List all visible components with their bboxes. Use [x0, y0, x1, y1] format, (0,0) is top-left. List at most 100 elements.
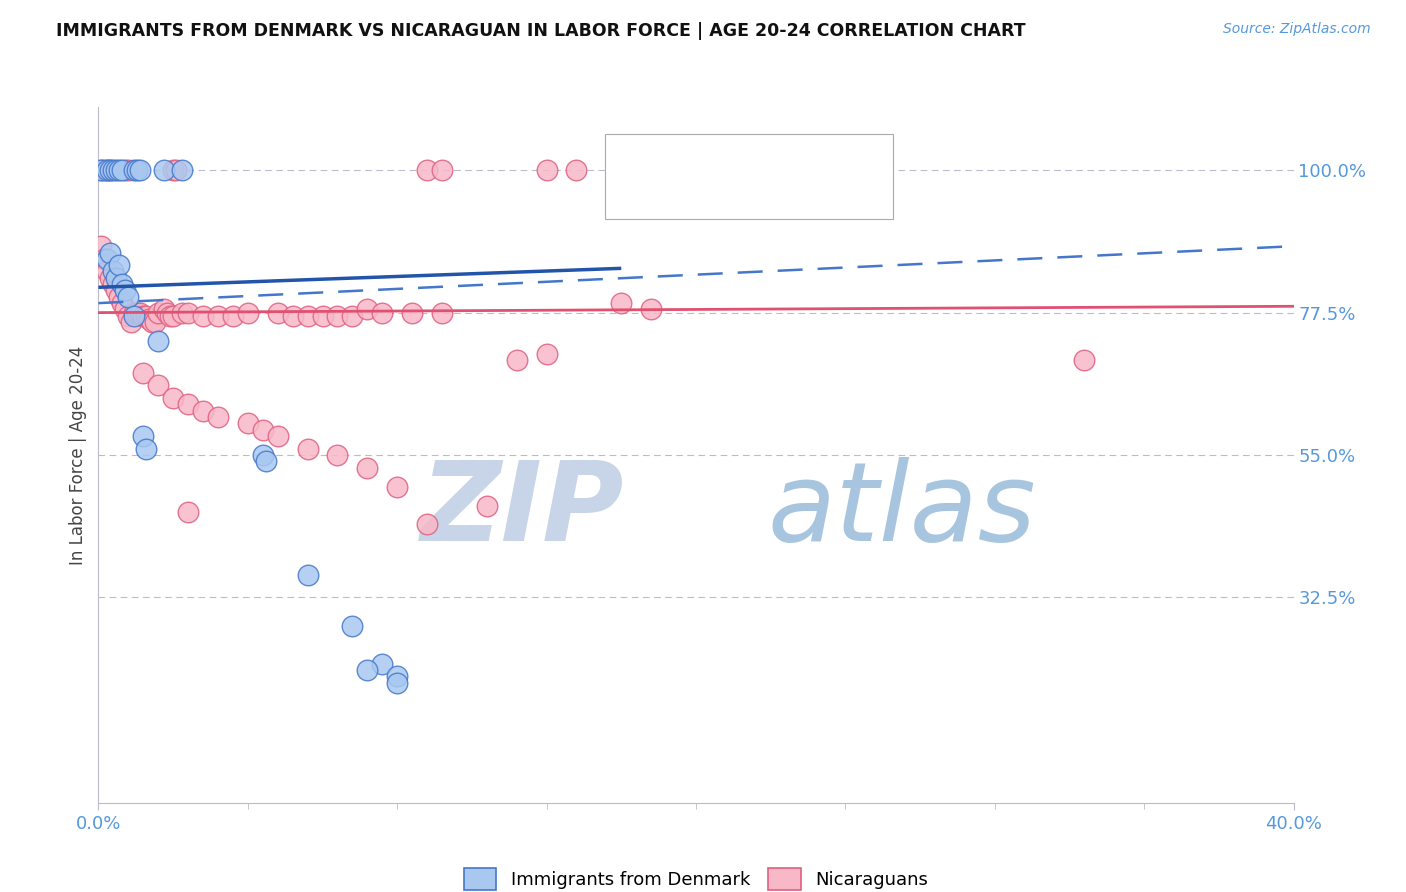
Point [565, 163, 588, 178]
Point [93, 163, 115, 178]
Point [191, 403, 214, 417]
Point [252, 448, 274, 462]
Point [117, 290, 139, 304]
Point [385, 669, 409, 683]
Text: atlas: atlas [768, 457, 1036, 564]
Point [111, 163, 134, 178]
Point [371, 305, 394, 319]
Point [162, 391, 184, 405]
Point [114, 302, 136, 317]
Point [610, 296, 633, 310]
Point [148, 334, 170, 348]
Point [111, 277, 134, 292]
Point [311, 309, 333, 323]
Point [159, 309, 181, 323]
Point [148, 305, 170, 319]
Point [153, 163, 176, 178]
Point [105, 270, 128, 285]
Point [356, 460, 378, 475]
Point [103, 163, 125, 178]
Point [1073, 353, 1095, 368]
Text: N = 32: N = 32 [759, 143, 827, 161]
Point [124, 309, 146, 323]
Point [100, 245, 122, 260]
Point [297, 568, 319, 582]
Point [105, 284, 128, 298]
Point [222, 309, 245, 323]
Point [129, 305, 152, 319]
Point [108, 258, 131, 272]
Point [385, 479, 409, 493]
Point [236, 417, 259, 431]
Point [536, 347, 558, 361]
Point [96, 252, 118, 266]
Point [117, 163, 139, 178]
Point [153, 302, 176, 317]
Point [177, 505, 200, 519]
Point [117, 309, 139, 323]
Point [135, 442, 157, 456]
Point [536, 163, 558, 178]
Point [172, 163, 194, 178]
Point [90, 239, 112, 253]
Point [90, 163, 112, 178]
Point [162, 163, 184, 178]
Point [401, 305, 423, 319]
Point [103, 264, 125, 278]
Point [114, 284, 136, 298]
Point [385, 675, 409, 690]
Y-axis label: In Labor Force | Age 20-24: In Labor Force | Age 20-24 [69, 345, 87, 565]
Point [114, 163, 136, 178]
Point [267, 429, 290, 443]
Point [191, 309, 214, 323]
Point [127, 163, 149, 178]
Point [475, 499, 498, 513]
Point [506, 353, 529, 368]
Point [416, 517, 439, 532]
Point [252, 423, 274, 437]
Point [93, 252, 115, 266]
Text: R = 0.031: R = 0.031 [668, 178, 758, 196]
Point [100, 163, 122, 178]
Point [430, 163, 453, 178]
Point [100, 270, 122, 285]
Point [124, 305, 146, 319]
Point [297, 442, 319, 456]
Point [430, 305, 453, 319]
Point [132, 429, 155, 443]
Point [96, 163, 118, 178]
Point [96, 163, 118, 178]
Legend: Immigrants from Denmark, Nicaraguans: Immigrants from Denmark, Nicaraguans [457, 861, 935, 892]
Point [165, 163, 187, 178]
Point [177, 397, 200, 411]
Text: N = 70: N = 70 [759, 178, 827, 196]
Text: R = 0.018: R = 0.018 [668, 143, 758, 161]
Point [124, 163, 146, 178]
Point [148, 378, 170, 392]
Point [111, 296, 134, 310]
Point [326, 448, 349, 462]
Point [138, 312, 160, 326]
Point [132, 366, 155, 380]
Point [96, 264, 118, 278]
Point [108, 163, 131, 178]
Point [207, 409, 229, 424]
Point [108, 290, 131, 304]
Point [100, 163, 122, 178]
Point [90, 163, 112, 178]
Point [267, 305, 290, 319]
Point [162, 309, 184, 323]
Point [640, 302, 662, 317]
Point [236, 305, 259, 319]
Point [127, 305, 149, 319]
Text: ZIP: ZIP [420, 457, 624, 564]
Point [120, 315, 142, 329]
Point [105, 163, 128, 178]
Text: Source: ZipAtlas.com: Source: ZipAtlas.com [1223, 22, 1371, 37]
Point [342, 309, 364, 323]
Point [129, 163, 152, 178]
Point [297, 309, 319, 323]
Point [281, 309, 304, 323]
Point [254, 454, 277, 468]
Point [172, 305, 194, 319]
